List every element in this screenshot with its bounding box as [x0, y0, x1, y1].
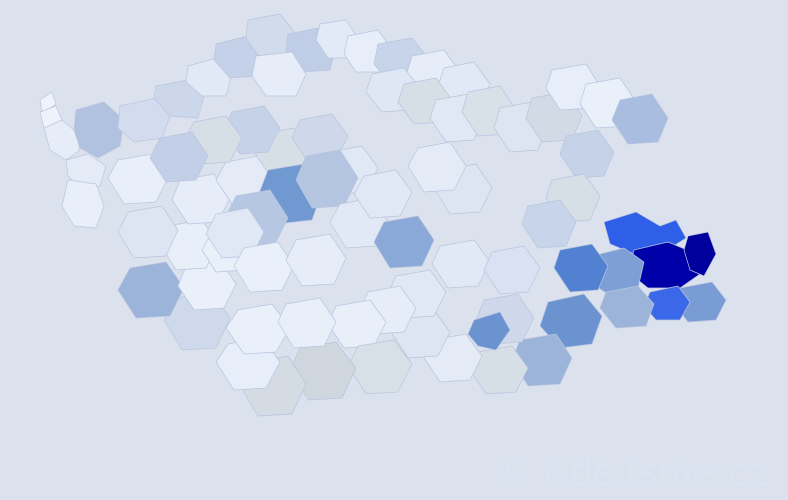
map-region[interactable]: district-pisek — [277, 297, 337, 349]
copyright-icon: © — [499, 448, 530, 494]
map-region[interactable]: district-bilina — [149, 131, 209, 183]
map-region[interactable]: district-ceska-lipa — [251, 51, 307, 97]
map-region[interactable]: district-frydek-mistek — [683, 231, 717, 277]
map-region[interactable]: district-tachov — [61, 179, 105, 229]
map-region[interactable]: district-havlickuv-brod — [373, 215, 435, 269]
district-regions-layer[interactable]: district-nw-tip-1district-nw-tip-2distri… — [39, 13, 727, 417]
map-region[interactable]: district-plzen-sever — [117, 205, 179, 259]
map-region[interactable]: district-brno-city — [467, 311, 511, 351]
map-region[interactable]: district-prerov — [599, 285, 655, 329]
map-region[interactable]: district-kromeriz — [553, 243, 609, 293]
map-region[interactable]: district-olomouc — [559, 129, 615, 179]
map-region[interactable]: district-karlovy-vary — [73, 101, 125, 159]
watermark: © KdeJsme.cz — [499, 451, 770, 492]
map-region[interactable]: district-opava — [611, 93, 669, 145]
map-region[interactable]: district-blansko — [483, 245, 541, 295]
map-region[interactable]: district-pribram — [233, 241, 295, 293]
map-region[interactable]: district-kolin — [353, 169, 413, 219]
map-region[interactable]: district-cheb — [43, 119, 81, 161]
map-region[interactable]: district-sokolov — [65, 153, 107, 189]
watermark-label: KdeJsme.cz — [541, 448, 770, 494]
map-region[interactable]: district-strakonice — [225, 303, 291, 355]
map-region[interactable]: district-hradec-s — [407, 141, 467, 193]
map-region[interactable]: district-nw-tip-1 — [39, 91, 57, 113]
map-region[interactable]: district-vyskov — [521, 199, 577, 249]
map-region[interactable]: district-benesov — [285, 233, 347, 287]
map-region[interactable]: district-domazlice — [117, 261, 185, 319]
map-region[interactable]: district-zdar — [431, 239, 491, 289]
